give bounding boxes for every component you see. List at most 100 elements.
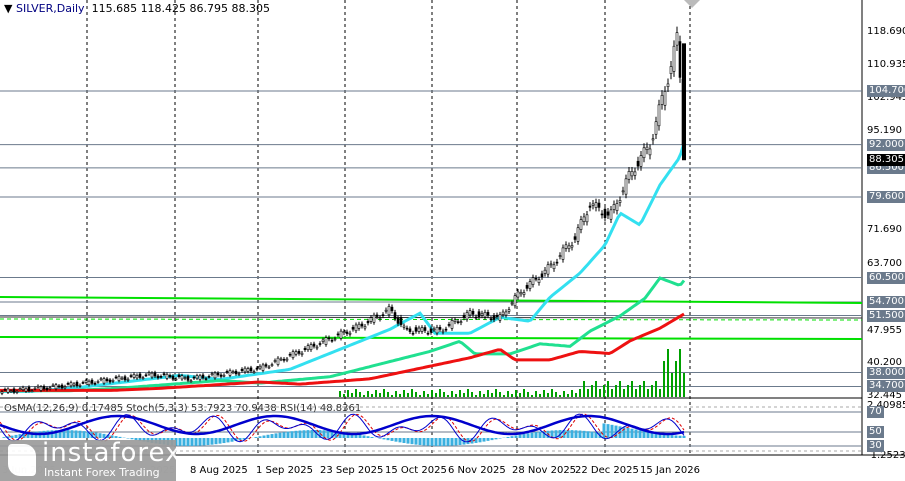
- candle-body: [465, 312, 469, 320]
- candle-body: [258, 365, 262, 369]
- candle-body: [186, 376, 190, 381]
- candle-body: [591, 203, 595, 206]
- candle-body: [456, 321, 460, 323]
- candle-body: [204, 378, 208, 380]
- ma-slow-line: [0, 312, 685, 392]
- level-price-label: 54.700: [867, 296, 905, 309]
- price-tick: 95.190: [867, 125, 902, 137]
- candle-body: [0, 391, 4, 394]
- candle-body: [441, 330, 445, 333]
- date-label: 28 Nov 2025: [512, 465, 577, 476]
- candle-body: [405, 327, 409, 330]
- candle-body: [663, 91, 667, 106]
- candle-body: [483, 312, 487, 318]
- stoch-signal-line: [0, 413, 685, 443]
- candle-body: [126, 378, 130, 381]
- price-tick: 118.690: [867, 26, 905, 37]
- candle-body: [162, 373, 166, 375]
- candle-body: [657, 104, 661, 127]
- candle-body: [636, 160, 640, 167]
- candle-body: [273, 360, 277, 362]
- osc-level-label: 70: [867, 406, 884, 418]
- chart-title: ▼ SILVER,Daily 115.685 118.425 86.795 88…: [4, 2, 271, 15]
- candle-body: [141, 377, 145, 380]
- candle-body: [627, 171, 631, 180]
- candle-body: [309, 344, 313, 350]
- candle-body: [153, 372, 157, 377]
- candle-body: [660, 95, 664, 105]
- candle-body: [588, 205, 592, 208]
- candle-body: [276, 357, 280, 365]
- candle-body: [438, 327, 442, 330]
- candle-body: [618, 200, 622, 203]
- candle-body: [225, 371, 229, 373]
- candle-body: [576, 227, 580, 242]
- candle-body: [393, 312, 397, 319]
- candle-body: [585, 214, 589, 223]
- candle-body: [78, 384, 82, 387]
- logo-mark-icon: [8, 444, 36, 476]
- candle-body: [606, 211, 610, 216]
- ma-fast-line: [0, 142, 686, 393]
- candle-body: [666, 83, 670, 87]
- candle-body: [84, 380, 88, 383]
- support-line-dashed: [0, 318, 863, 321]
- candle-body: [168, 375, 172, 378]
- candle-body: [198, 375, 202, 380]
- candle-body: [81, 382, 85, 384]
- candle-body: [180, 375, 184, 380]
- candle-body: [96, 381, 100, 383]
- stoch-main-line: [0, 413, 685, 443]
- candle-body: [333, 338, 337, 341]
- level-price-label: 92.000: [867, 138, 905, 151]
- candle-body: [519, 292, 523, 295]
- candle-body: [66, 383, 70, 385]
- level-price-label: 51.500: [867, 309, 905, 322]
- candle-body: [390, 306, 394, 312]
- rsi-line: [0, 414, 685, 436]
- candle-body: [369, 317, 373, 322]
- candle-body: [594, 202, 598, 208]
- price-tick: 63.700: [867, 258, 902, 270]
- candle-body: [6, 388, 10, 393]
- candle-body: [30, 390, 34, 392]
- candle-body: [528, 281, 532, 289]
- candle-body: [570, 245, 574, 248]
- candle-body: [213, 372, 217, 379]
- trend-line: [0, 316, 863, 319]
- candle-body: [108, 379, 112, 383]
- candle-body: [120, 377, 124, 380]
- candle-body: [471, 310, 475, 315]
- osma-scale-min: -1.25236: [867, 450, 905, 461]
- candle-body: [90, 379, 94, 384]
- candle-body: [102, 378, 106, 384]
- candle-body: [291, 351, 295, 358]
- date-label: 15 Oct 2025: [385, 465, 447, 476]
- candle-body: [504, 311, 508, 316]
- candle-body: [267, 366, 271, 369]
- osc-level-label: 50: [867, 426, 884, 438]
- candle-body: [315, 346, 319, 349]
- candle-body: [384, 309, 388, 312]
- candle-body: [672, 45, 676, 72]
- candle-body: [567, 245, 571, 250]
- candle-body: [3, 388, 7, 391]
- candle-body: [303, 348, 307, 350]
- candle-body: [534, 277, 538, 280]
- candle-body: [387, 306, 391, 316]
- candle-body: [150, 372, 154, 378]
- candle-body: [222, 374, 226, 377]
- price-tick: 40.200: [867, 357, 902, 369]
- candle-body: [306, 345, 310, 351]
- candle-body: [378, 317, 382, 320]
- candle-body: [573, 236, 577, 240]
- candle-body: [507, 309, 511, 312]
- candle-body: [93, 382, 97, 385]
- candle-body: [372, 314, 376, 323]
- candle-body: [300, 352, 304, 355]
- candle-body: [381, 314, 385, 316]
- candle-body: [675, 32, 679, 46]
- candle-body: [117, 376, 121, 381]
- candle-body: [327, 337, 331, 340]
